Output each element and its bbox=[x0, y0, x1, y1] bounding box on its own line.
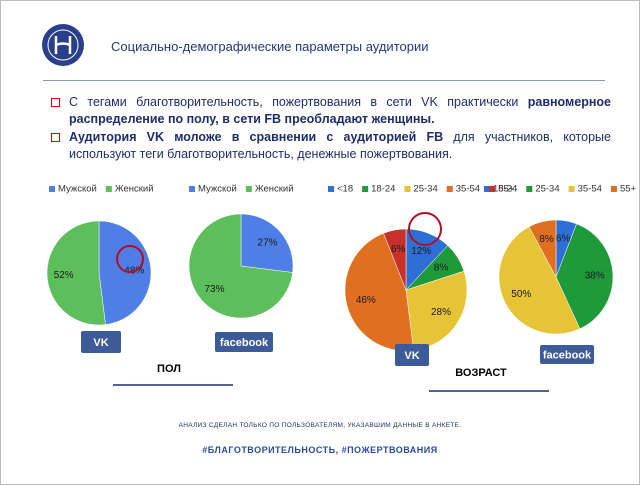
bullet-text: С тегами благотворительность, пожертвова… bbox=[69, 95, 528, 109]
data-label: 38% bbox=[585, 270, 605, 281]
legend-swatch bbox=[404, 186, 411, 192]
chart: 27% 73% Мужской Женский facebook bbox=[188, 184, 294, 352]
legend-swatch bbox=[568, 186, 575, 192]
badge bbox=[395, 344, 429, 366]
badge bbox=[540, 345, 594, 364]
legend-swatch bbox=[489, 186, 496, 192]
badge-label: VK bbox=[404, 350, 419, 362]
note: АНАЛИЗ СДЕЛАН ТОЛЬКО ПО ПОЛЬЗОВАТЕЛЯМ, У… bbox=[178, 422, 462, 429]
pie-slice bbox=[188, 213, 293, 319]
badge bbox=[81, 331, 121, 353]
data-label: 52% bbox=[54, 270, 74, 281]
bullet-bold: равномерное распределение по полу, в сет… bbox=[69, 95, 611, 126]
legend-swatch bbox=[362, 186, 369, 192]
bullet-bold: Аудитория VK моложе в сравнении с аудито… bbox=[69, 130, 444, 144]
legend-swatch bbox=[484, 186, 490, 192]
legend-swatch bbox=[526, 186, 533, 192]
legend-label: 25-34 bbox=[535, 184, 559, 195]
data-label: 46% bbox=[356, 295, 376, 306]
bullet: С тегами благотворительность, пожертвова… bbox=[51, 94, 611, 128]
section-label: ВОЗРАСТ bbox=[455, 367, 507, 379]
data-label: 8% bbox=[539, 234, 554, 245]
tags: #БЛАГОТВОРИТЕЛЬНОСТЬ, #ПОЖЕРТВОВАНИЯ bbox=[202, 445, 438, 455]
legend-label: Мужской bbox=[58, 184, 97, 195]
highlight-circle bbox=[116, 245, 144, 273]
legend-swatch bbox=[610, 186, 617, 192]
legend-swatch bbox=[245, 186, 252, 192]
pie-slice bbox=[344, 232, 414, 352]
pie-slice bbox=[498, 226, 581, 335]
legend-label: 35-54 bbox=[456, 184, 480, 195]
title-rule bbox=[43, 80, 605, 81]
data-label: 6% bbox=[391, 244, 406, 255]
chart: 12%8% 28% 46% 6% <18 18-24 25-34 35-54 55+ VK bbox=[328, 184, 515, 366]
bullet-text: для участников, которые используют теги … bbox=[69, 130, 611, 161]
legend-label: 55+ bbox=[620, 184, 637, 195]
legend-swatch bbox=[49, 186, 55, 192]
legend-swatch bbox=[105, 186, 112, 192]
legend-label: Мужской bbox=[198, 184, 237, 195]
legend-label: 18-24 bbox=[493, 184, 517, 195]
pie-slice bbox=[528, 219, 557, 278]
data-label: 50% bbox=[511, 289, 531, 300]
legend-label: <18 bbox=[337, 184, 353, 195]
logo bbox=[42, 24, 84, 66]
badge-label: facebook bbox=[220, 337, 269, 349]
bullet: Аудитория VK моложе в сравнении с аудито… bbox=[51, 129, 611, 163]
pie-slice bbox=[98, 220, 152, 325]
data-label: 73% bbox=[204, 284, 224, 295]
pie-slice bbox=[240, 213, 294, 273]
pie-slice bbox=[383, 228, 407, 291]
legend-label: 18-24 bbox=[371, 184, 395, 195]
legend-label: Женский bbox=[255, 184, 294, 195]
data-label: 12% bbox=[411, 246, 431, 257]
legend-label: 55+ bbox=[498, 184, 515, 195]
badge bbox=[215, 332, 273, 352]
highlight-circle bbox=[408, 212, 442, 246]
badge-label: facebook bbox=[543, 349, 592, 361]
slide-title: Социально-демографические параметры ауди… bbox=[111, 39, 429, 54]
chart: 6% 38% 50% 8% 18-24 25-34 35-54 55+ facebook bbox=[484, 184, 637, 364]
data-label: 28% bbox=[431, 307, 451, 318]
data-label: 27% bbox=[258, 237, 278, 248]
section-label: ПОЛ bbox=[157, 363, 181, 375]
data-label: 6% bbox=[556, 234, 571, 245]
legend-label: 25-34 bbox=[413, 184, 437, 195]
pie-slice bbox=[46, 220, 106, 326]
legend-swatch bbox=[328, 186, 334, 192]
pie-slice bbox=[555, 223, 614, 330]
legend-label: 35-54 bbox=[578, 184, 602, 195]
data-label: 8% bbox=[434, 262, 449, 273]
badge-label: VK bbox=[93, 337, 108, 349]
legend-swatch bbox=[189, 186, 195, 192]
legend-swatch bbox=[446, 186, 453, 192]
legend-label: Женский bbox=[115, 184, 154, 195]
